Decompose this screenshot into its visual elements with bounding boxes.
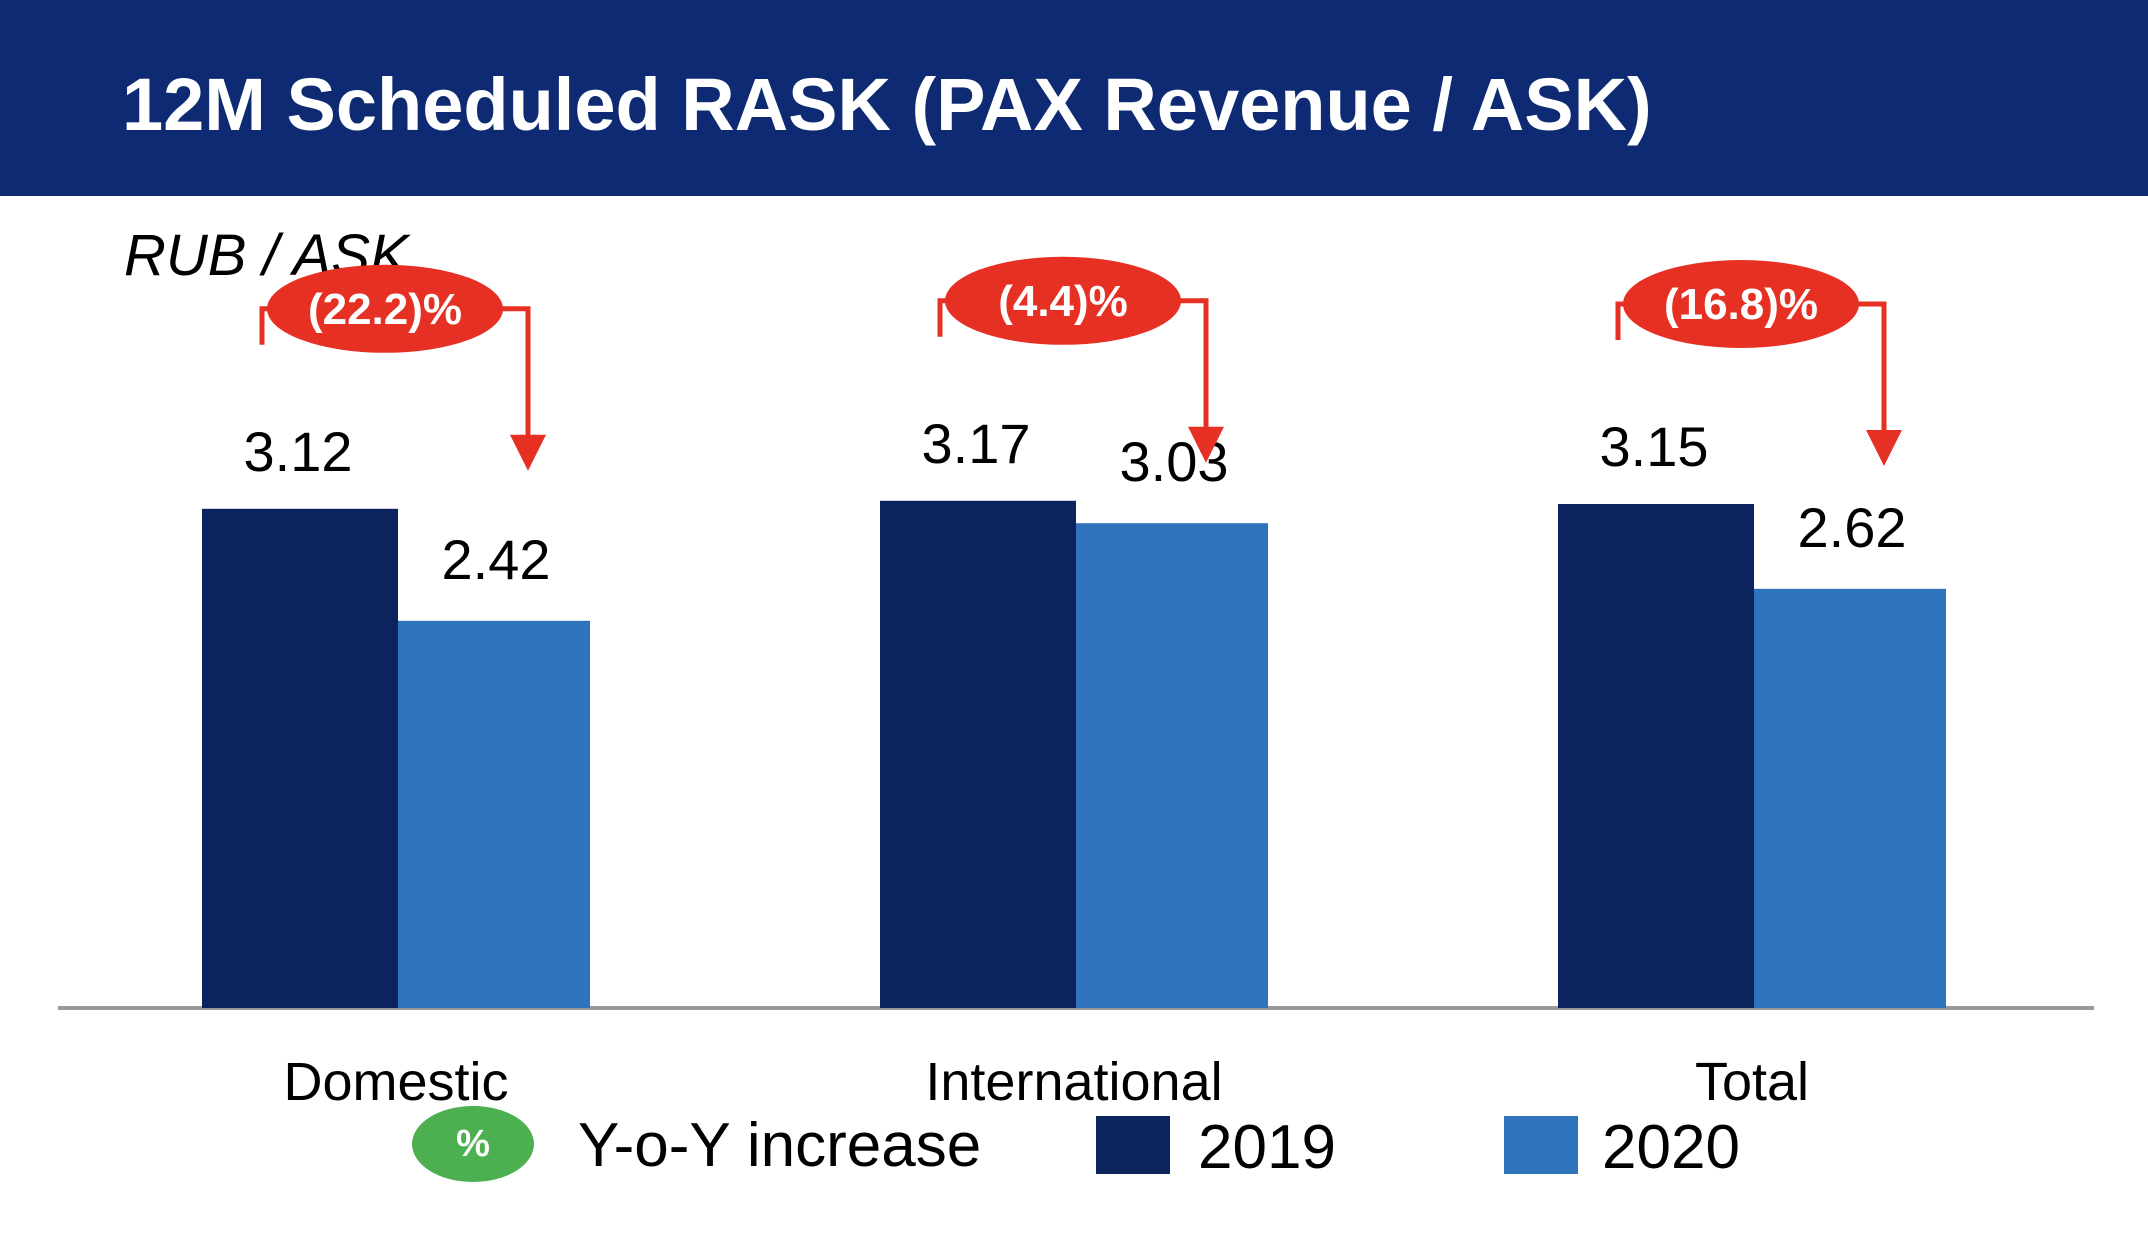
value-label-2020-domestic: 2.42 [442, 528, 551, 591]
category-label-domestic: Domestic [283, 1052, 508, 1112]
yoy-badge-domestic [267, 264, 503, 353]
category-label-total: Total [1695, 1052, 1809, 1112]
yoy-label-domestic: (22.2)% [308, 285, 462, 334]
legend-label-2019: 2019 [1198, 1113, 1336, 1182]
bar-2019-domestic [202, 508, 398, 1008]
yoy-label-international: (4.4)% [998, 277, 1128, 326]
bar-2020-domestic [398, 620, 590, 1008]
header-bar: 12M Scheduled RASK (PAX Revenue / ASK) [0, 0, 2148, 196]
bar-2019-total [1558, 504, 1754, 1008]
legend-swatch-2020 [1504, 1116, 1578, 1174]
value-label-2019-total: 3.15 [1600, 415, 1709, 478]
percent-icon: % [456, 1122, 490, 1165]
legend-yoy-badge: % [412, 1106, 534, 1182]
legend-swatch-2019 [1096, 1116, 1170, 1174]
yoy-badge-total [1623, 260, 1859, 348]
yoy-label-total: (16.8)% [1664, 280, 1818, 329]
down-arrow-icon [1866, 430, 1902, 466]
down-arrow-icon [1188, 426, 1224, 463]
value-label-2020-total: 2.62 [1798, 496, 1907, 559]
down-arrow-icon [510, 434, 546, 471]
bar-2020-total [1754, 588, 1946, 1008]
category-label-international: International [925, 1052, 1222, 1112]
legend-label-2020: 2020 [1602, 1113, 1740, 1182]
legend-yoy-label: Y-o-Y increase [578, 1111, 982, 1180]
chart-title: 12M Scheduled RASK (PAX Revenue / ASK) [122, 63, 1652, 146]
yoy-badge-international [945, 256, 1181, 345]
value-label-2019-domestic: 3.12 [244, 420, 353, 483]
bar-2020-international [1076, 523, 1268, 1008]
bar-2019-international [880, 500, 1076, 1008]
value-label-2019-international: 3.17 [922, 412, 1031, 475]
